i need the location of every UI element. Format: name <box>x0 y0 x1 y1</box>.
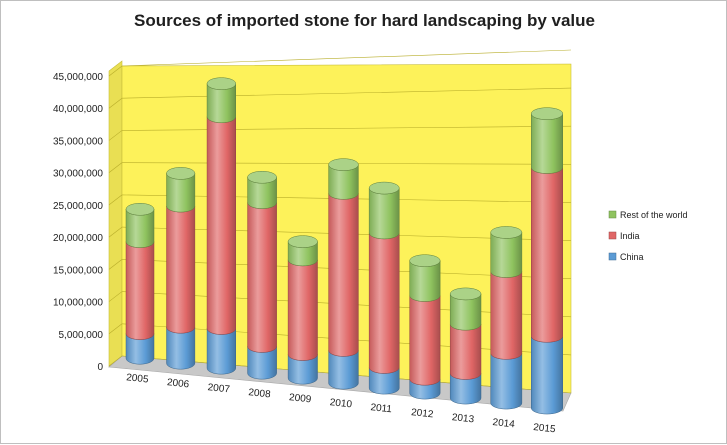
gridline-side <box>108 97 123 109</box>
legend-label-rest-of-the-world: Rest of the world <box>620 210 688 220</box>
y-tick-label: 25,000,000 <box>53 201 103 212</box>
x-tick-label: 2008 <box>248 387 272 400</box>
y-tick-label: 20,000,000 <box>53 233 103 244</box>
x-axis: 2005 2006 2007 2008 2009 2010 2011 2012 2013 2014… <box>126 372 557 435</box>
y-tick-label: 0 <box>97 362 103 373</box>
bar-cap-2006 <box>166 167 196 180</box>
x-tick-label: 2011 <box>370 402 393 415</box>
bar-china-2007 <box>206 328 236 375</box>
bar-cap-2013 <box>449 287 482 301</box>
bar-cap-2007 <box>206 77 236 90</box>
gridline-side <box>108 194 123 206</box>
bar-cap-2011 <box>368 181 400 195</box>
bar-india-2011 <box>368 232 400 374</box>
bar-stack-2010 <box>328 158 359 390</box>
legend-label-india: India <box>620 231 640 241</box>
y-tick-label: 30,000,000 <box>53 169 103 180</box>
gridline-side <box>108 65 123 77</box>
gridline-side <box>108 355 123 367</box>
gridline-side <box>108 291 123 302</box>
x-tick-label: 2006 <box>166 377 190 390</box>
bar-india-2010 <box>328 193 359 357</box>
bar-stack-2015 <box>531 107 563 415</box>
bar-cap-2015 <box>531 107 563 120</box>
y-axis: 0 5,000,000 10,000,000 15,000,000 20,000,000… <box>53 72 104 373</box>
x-tick-label: 2014 <box>492 417 516 430</box>
bar-stack-2006 <box>166 167 196 370</box>
chart-title: Sources of imported stone for hard lands… <box>134 11 595 30</box>
x-tick-label: 2010 <box>329 397 353 410</box>
bar-china-2006 <box>166 327 196 370</box>
bar-india-2013 <box>449 324 482 380</box>
gridline-side <box>108 323 123 335</box>
legend-swatch-india <box>608 231 617 240</box>
bar-india-2009 <box>287 259 318 361</box>
bar-india-2008 <box>247 202 277 353</box>
y-tick-label: 15,000,000 <box>53 265 103 276</box>
y-tick-label: 35,000,000 <box>53 136 103 147</box>
bar-cap-2014 <box>490 226 523 239</box>
x-tick-label: 2009 <box>288 392 312 405</box>
bar-cap-2009 <box>287 235 318 248</box>
y-tick-label: 10,000,000 <box>53 298 103 309</box>
x-tick-label: 2013 <box>451 412 475 425</box>
bar-rest-of-the-world-2015 <box>531 113 563 174</box>
bar-india-2007 <box>206 116 236 335</box>
bar-cap-2008 <box>247 170 277 184</box>
bar-india-2014 <box>490 271 523 360</box>
bar-stack-2011 <box>368 181 400 395</box>
bar-stack-2014 <box>490 226 523 410</box>
bar-stack-2007 <box>206 77 236 375</box>
bar-cap-2005 <box>125 203 155 216</box>
bar-stack-2013 <box>449 287 482 405</box>
gridline-side <box>108 162 123 173</box>
bar-rest-of-the-world-2011 <box>368 188 400 240</box>
gridline <box>121 49 572 67</box>
gridline <box>121 125 572 131</box>
bar-cap-2010 <box>328 158 359 171</box>
gridline <box>121 87 572 99</box>
legend-swatch-rest-of-the-world <box>608 210 617 219</box>
x-tick-label: 2005 <box>126 372 150 385</box>
bar-china-2015 <box>531 336 563 415</box>
bar-india-2006 <box>166 206 196 334</box>
bar-rest-of-the-world-2014 <box>490 232 523 278</box>
x-tick-label: 2012 <box>411 407 435 420</box>
bar-stack-2009 <box>287 235 318 385</box>
bar-stack-2008 <box>247 170 277 380</box>
y-tick-label: 45,000,000 <box>53 72 103 83</box>
legend-swatch-china <box>608 252 617 261</box>
gridline-side <box>108 259 123 270</box>
bar-india-2015 <box>531 167 563 343</box>
bar-cap-2012 <box>409 254 441 267</box>
y-tick-label: 5,000,000 <box>59 330 104 341</box>
legend-label-china: China <box>620 252 644 262</box>
bar-stack-2012 <box>409 254 441 400</box>
legend: Rest of the world India China <box>608 210 688 262</box>
y-tick-label: 40,000,000 <box>53 104 103 115</box>
x-tick-label: 2007 <box>207 382 231 395</box>
bar-china-2014 <box>490 353 523 410</box>
bar-stack-2005 <box>125 203 155 365</box>
bar-india-2005 <box>125 241 155 340</box>
gridline-side <box>108 130 123 141</box>
gridline-side <box>108 226 123 238</box>
bar-india-2012 <box>409 295 441 386</box>
bar-group <box>125 77 563 415</box>
x-tick-label: 2015 <box>533 422 557 435</box>
